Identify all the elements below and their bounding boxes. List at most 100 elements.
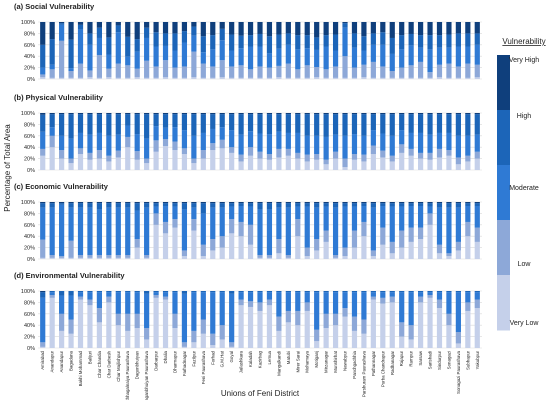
bar-segment: [380, 66, 386, 78]
bar-segment: [408, 132, 414, 149]
bar-segment: [144, 339, 150, 348]
bar-segment: [49, 22, 55, 40]
bar-segment: [153, 32, 159, 47]
bar-segment: [257, 33, 263, 47]
legend-swatch: [497, 55, 510, 111]
bar-segment: [408, 113, 414, 115]
bar-segment: [361, 221, 367, 237]
bar-segment: [285, 44, 291, 64]
bar-segment: [68, 333, 74, 348]
bar-segment: [304, 113, 310, 115]
bar-segment: [342, 308, 348, 317]
bar-segment: [370, 250, 376, 257]
bar-segment: [399, 113, 405, 115]
bar-segment: [172, 150, 178, 170]
bar-segment: [408, 291, 414, 293]
bar-segment: [332, 202, 339, 204]
bar-segment: [49, 147, 55, 170]
bar-segment: [323, 136, 329, 160]
bar-segment: [125, 65, 131, 78]
bar-segment: [342, 56, 348, 78]
bar-segment: [87, 134, 93, 153]
bar-segment: [96, 291, 103, 293]
bar-segment: [219, 139, 225, 149]
bar-segment: [266, 257, 273, 259]
x-tick-label: Bakhi Mohammad: [78, 350, 83, 386]
bar-segment: [446, 256, 452, 259]
bar-segment: [370, 291, 376, 293]
bar-segment: [474, 151, 480, 159]
bar-segment: [247, 46, 254, 70]
bar-segment: [332, 114, 339, 135]
bar-segment: [304, 302, 310, 311]
bar-segment: [96, 292, 103, 309]
y-tick-label: 100%: [21, 289, 35, 295]
bar-segment: [77, 24, 84, 30]
bar-segment: [96, 27, 103, 38]
bar-segment: [153, 213, 159, 225]
bar-segment: [257, 302, 263, 311]
y-tick-label: 20%: [24, 157, 35, 163]
bar-segment: [144, 203, 150, 208]
bar-segment: [446, 207, 452, 254]
bar-segment: [68, 22, 74, 40]
bar-segment: [87, 207, 93, 256]
bar-segment: [191, 77, 197, 79]
bar-segment: [465, 310, 471, 348]
bar-segment: [68, 319, 74, 334]
bar-segment: [200, 202, 206, 204]
x-tick-label: Purba Chandrapur: [380, 350, 385, 387]
bar-segment: [266, 53, 273, 68]
bar-segment: [162, 296, 169, 300]
bar-segment: [87, 255, 93, 258]
panel-title: (d) Environmental Vulnerability: [14, 271, 125, 280]
bar-segment: [285, 202, 291, 204]
x-tick-label: Mirer Sarai: [295, 351, 300, 372]
bar-segment: [247, 206, 254, 225]
bar-segment: [399, 292, 405, 323]
bar-segment: [455, 241, 461, 251]
bar-segment: [59, 77, 65, 79]
bar-segment: [144, 138, 150, 159]
bar-segment: [219, 247, 225, 259]
bar-segment: [219, 148, 225, 170]
bar-segment: [40, 77, 46, 79]
bar-segment: [191, 292, 197, 331]
bar-segment: [87, 202, 93, 204]
bar-segment: [399, 203, 405, 207]
bar-segment: [162, 299, 169, 348]
bar-segment: [162, 127, 169, 140]
bar-segment: [351, 134, 358, 155]
bar-segment: [257, 257, 263, 259]
bar-segment: [276, 316, 282, 331]
bar-segment: [465, 135, 471, 156]
bar-segment: [370, 130, 376, 146]
bar-segment: [49, 292, 55, 295]
bar-segment: [49, 207, 55, 256]
bar-segment: [276, 77, 282, 79]
bar-segment: [238, 236, 244, 259]
y-tick-label: 0%: [27, 257, 35, 263]
bar-segment: [181, 66, 188, 78]
bar-segment: [323, 159, 329, 165]
bar-segment: [465, 155, 471, 162]
bar-segment: [49, 113, 55, 115]
panel: (d) Environmental Vulnerability 0% 20% 40% 6…: [14, 271, 482, 352]
bar-segment: [257, 46, 263, 67]
bar-segment: [446, 203, 452, 208]
bar-segment: [399, 49, 405, 68]
bar-segment: [417, 132, 424, 153]
bar-segment: [370, 296, 376, 300]
bar-segment: [361, 135, 367, 155]
bar-segment: [332, 134, 339, 152]
bar-segment: [285, 203, 291, 208]
bar-segment: [427, 292, 433, 295]
bar-segment: [276, 65, 282, 78]
y-tick-label: 80%: [24, 300, 35, 306]
bar-segment: [87, 70, 93, 78]
bar-segment: [304, 256, 310, 259]
bar-segment: [40, 131, 46, 149]
bar-segment: [361, 333, 367, 348]
bar-segment: [200, 77, 206, 79]
bar-segment: [77, 63, 84, 78]
